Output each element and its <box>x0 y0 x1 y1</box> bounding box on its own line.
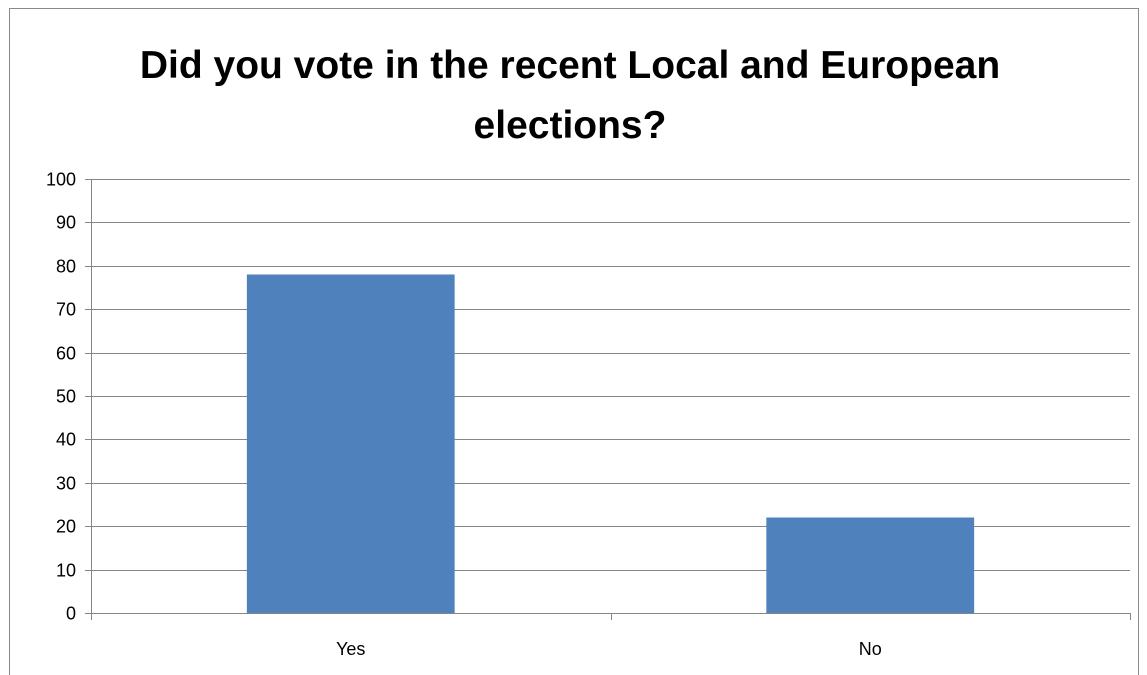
y-tick-label: 0 <box>66 604 76 624</box>
x-tick-label: Yes <box>336 639 365 659</box>
y-tick-label: 70 <box>56 300 76 320</box>
y-tick-label: 10 <box>56 561 76 581</box>
y-tick-label: 80 <box>56 257 76 277</box>
y-tick-label: 100 <box>46 170 76 190</box>
y-tick-label: 20 <box>56 517 76 537</box>
y-tick-label: 90 <box>56 213 76 233</box>
axes <box>85 179 1131 620</box>
x-tick-labels: Yes No <box>336 639 882 659</box>
frame-border-left <box>9 8 10 675</box>
frame-border-top <box>9 8 1139 9</box>
x-tick-label: No <box>859 639 882 659</box>
frame-border-right <box>1138 8 1139 675</box>
bar-no <box>766 517 975 613</box>
bars <box>246 274 975 613</box>
chart-title: Did you vote in the recent Local and Eur… <box>139 44 1001 147</box>
bar-yes <box>246 274 455 613</box>
y-tick-label: 40 <box>56 430 76 450</box>
gridlines <box>85 179 1130 571</box>
y-tick-label: 50 <box>56 387 76 407</box>
y-tick-labels: 0 10 20 30 40 50 60 70 80 90 100 <box>46 170 76 624</box>
y-tick-label: 60 <box>56 344 76 364</box>
y-tick-label: 30 <box>56 474 76 494</box>
